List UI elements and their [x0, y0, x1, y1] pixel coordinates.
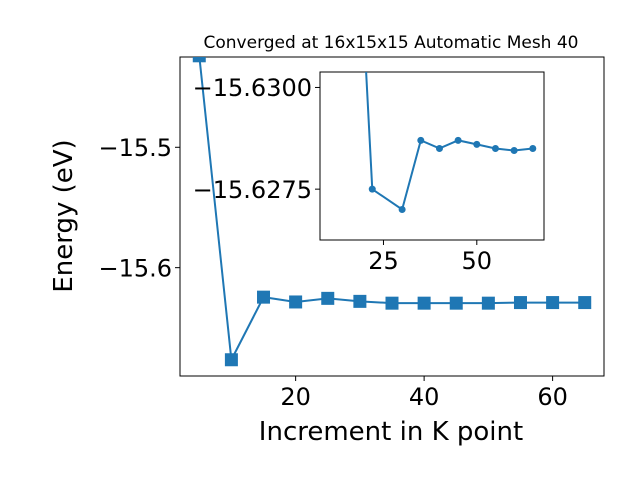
main-data-point — [417, 296, 431, 310]
inset-x-tick-label: 25 — [368, 247, 399, 275]
main-y-axis-label: Energy (eV) — [49, 139, 79, 292]
inset-axes: 25 50 −15.6300 −15.6275 — [193, 71, 545, 275]
inset-data-point — [454, 136, 462, 144]
main-data-point — [578, 296, 592, 310]
main-data-point — [353, 294, 367, 308]
main-data-point — [257, 290, 271, 304]
main-data-point — [224, 353, 238, 367]
inset-x-ticks: 25 50 — [368, 240, 492, 275]
main-x-tick-label: 40 — [409, 383, 440, 411]
inset-axes-frame — [319, 71, 545, 241]
inset-data-point — [417, 136, 425, 144]
main-y-ticks: −15.5 −15.6 — [98, 134, 180, 282]
main-data-point — [449, 296, 463, 310]
main-title: Converged at 16x15x15 Automatic Mesh 40 — [204, 33, 579, 53]
main-x-tick-label: 60 — [537, 383, 568, 411]
inset-series — [365, 72, 537, 213]
main-data-point — [481, 296, 495, 310]
inset-series-line — [365, 72, 533, 212]
inset-data-point — [368, 185, 376, 193]
inset-data-point — [510, 147, 518, 155]
inset-data-point — [491, 144, 499, 152]
main-data-point — [513, 296, 527, 310]
main-series — [192, 57, 592, 367]
main-y-tick-label: −15.5 — [98, 134, 172, 162]
inset-y-tick-label: −15.6300 — [193, 74, 312, 102]
inset-x-tick-label: 50 — [462, 247, 493, 275]
inset-data-point — [398, 205, 406, 213]
main-x-tick-label: 20 — [280, 383, 311, 411]
inset-data-point — [529, 144, 537, 152]
main-x-axis-label: Increment in K point — [259, 417, 523, 447]
main-data-point — [321, 291, 335, 305]
main-x-ticks: 20 40 60 — [280, 376, 568, 411]
inset-data-point — [435, 144, 443, 152]
main-y-tick-label: −15.6 — [98, 254, 172, 282]
main-data-point — [289, 295, 303, 309]
main-data-point — [192, 57, 206, 63]
main-data-point — [546, 296, 560, 310]
main-data-point — [385, 296, 399, 310]
inset-y-tick-label: −15.6275 — [193, 176, 312, 204]
inset-data-point — [473, 140, 481, 148]
inset-y-ticks: −15.6300 −15.6275 — [193, 74, 320, 204]
